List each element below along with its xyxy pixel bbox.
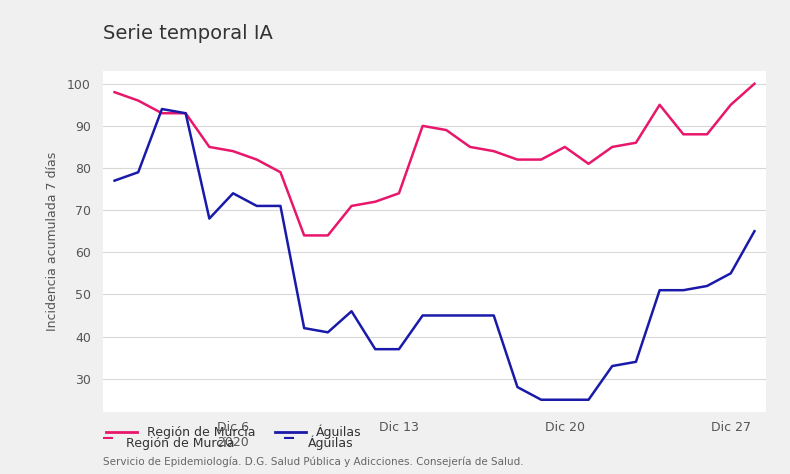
Águilas	[513, 384, 522, 390]
Región de Murcia	[205, 144, 214, 150]
Región de Murcia	[584, 161, 593, 167]
Región de Murcia	[323, 233, 333, 238]
Águilas	[631, 359, 641, 365]
Región de Murcia	[394, 191, 404, 196]
Región de Murcia	[702, 131, 712, 137]
Águilas	[181, 110, 190, 116]
Text: Servicio de Epidemiología. D.G. Salud Pública y Adicciones. Consejería de Salud.: Servicio de Epidemiología. D.G. Salud Pú…	[103, 456, 523, 466]
Región de Murcia	[513, 157, 522, 163]
Text: Región de Murcia: Región de Murcia	[126, 437, 235, 450]
Text: —: —	[103, 429, 113, 447]
Águilas	[679, 287, 688, 293]
Región de Murcia	[228, 148, 238, 154]
Región de Murcia	[181, 110, 190, 116]
Región de Murcia	[134, 98, 143, 103]
Región de Murcia	[442, 127, 451, 133]
Región de Murcia	[157, 110, 167, 116]
Águilas	[536, 397, 546, 402]
Región de Murcia	[750, 81, 759, 87]
Región de Murcia	[489, 148, 498, 154]
Águilas	[347, 309, 356, 314]
Águilas	[608, 363, 617, 369]
Águilas	[584, 397, 593, 402]
Región de Murcia	[418, 123, 427, 129]
Águilas	[110, 178, 119, 183]
Águilas	[560, 397, 570, 402]
Región de Murcia	[655, 102, 664, 108]
Águilas	[702, 283, 712, 289]
Región de Murcia	[631, 140, 641, 146]
Águilas	[205, 216, 214, 221]
Águilas	[418, 313, 427, 319]
Región de Murcia	[371, 199, 380, 205]
Águilas	[465, 313, 475, 319]
Águilas	[750, 228, 759, 234]
Región de Murcia	[679, 131, 688, 137]
Región de Murcia	[465, 144, 475, 150]
Águilas	[489, 313, 498, 319]
Águilas	[252, 203, 261, 209]
Águilas	[157, 106, 167, 112]
Región de Murcia	[560, 144, 570, 150]
Águilas	[371, 346, 380, 352]
Águilas	[299, 325, 309, 331]
Región de Murcia	[110, 89, 119, 95]
Águilas	[655, 287, 664, 293]
Región de Murcia	[252, 157, 261, 163]
Águilas	[323, 329, 333, 335]
Text: —: —	[284, 429, 295, 447]
Región de Murcia	[299, 233, 309, 238]
Región de Murcia	[347, 203, 356, 209]
Águilas	[276, 203, 285, 209]
Águilas	[228, 191, 238, 196]
Y-axis label: Incidencia acumulada 7 días: Incidencia acumulada 7 días	[46, 152, 58, 331]
Águilas	[134, 169, 143, 175]
Line: Región de Murcia: Región de Murcia	[115, 84, 754, 236]
Águilas	[442, 313, 451, 319]
Águilas	[394, 346, 404, 352]
Región de Murcia	[726, 102, 735, 108]
Legend: Región de Murcia, Águilas: Región de Murcia, Águilas	[101, 419, 367, 444]
Águilas	[726, 271, 735, 276]
Región de Murcia	[608, 144, 617, 150]
Text: Serie temporal IA: Serie temporal IA	[103, 24, 273, 43]
Región de Murcia	[276, 169, 285, 175]
Line: Águilas: Águilas	[115, 109, 754, 400]
Región de Murcia	[536, 157, 546, 163]
Text: Águilas: Águilas	[308, 436, 354, 450]
